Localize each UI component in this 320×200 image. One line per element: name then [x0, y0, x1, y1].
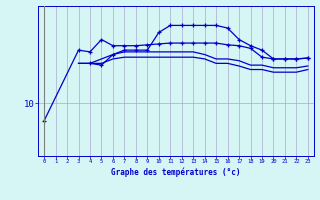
X-axis label: Graphe des températures (°c): Graphe des températures (°c)	[111, 167, 241, 177]
